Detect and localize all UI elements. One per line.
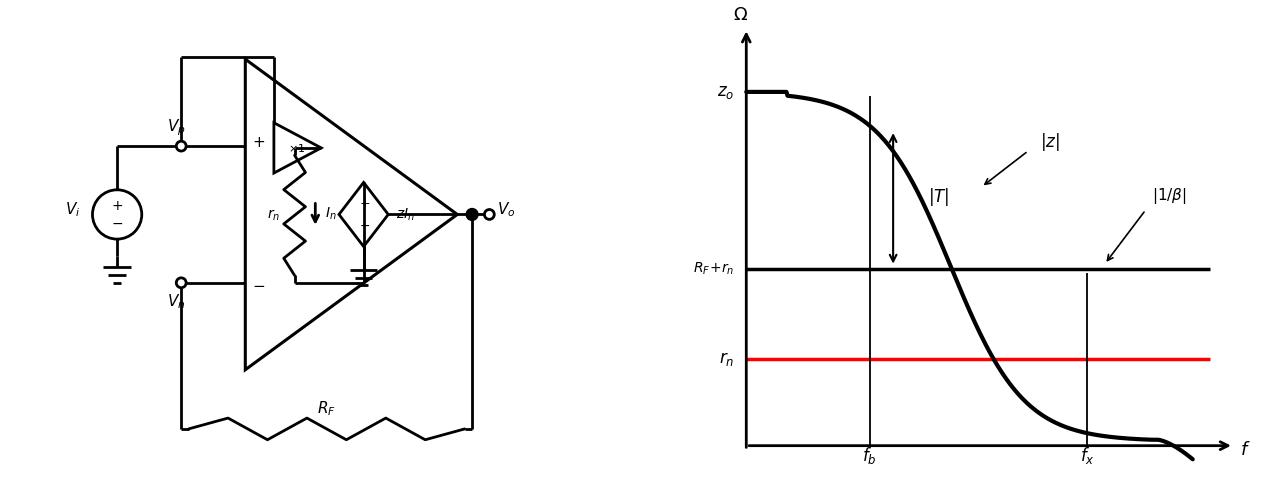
Text: $R_F$: $R_F$ [317, 399, 336, 418]
Text: −: − [111, 217, 123, 231]
Text: $f$: $f$ [1240, 441, 1250, 459]
Text: −: − [253, 279, 266, 294]
Text: +: + [253, 135, 266, 150]
Circle shape [466, 209, 478, 220]
Text: +: + [111, 199, 123, 213]
Text: $\times1$: $\times1$ [289, 142, 305, 154]
Text: +: + [359, 197, 370, 210]
Text: $I_n$: $I_n$ [326, 206, 337, 222]
Text: $zI_n$: $zI_n$ [396, 206, 415, 223]
Text: $|T|$: $|T|$ [928, 186, 950, 208]
Text: $\Omega$: $\Omega$ [733, 6, 748, 24]
Circle shape [484, 210, 494, 219]
Text: $r_n$: $r_n$ [267, 208, 281, 223]
Text: $V_i$: $V_i$ [65, 200, 80, 219]
Text: $z_o$: $z_o$ [718, 83, 734, 101]
Text: $R_F\!+\!r_n$: $R_F\!+\!r_n$ [693, 261, 734, 277]
Circle shape [176, 141, 186, 151]
Text: $r_n$: $r_n$ [719, 351, 734, 368]
Text: $V_o$: $V_o$ [497, 200, 516, 219]
Text: $V_p$: $V_p$ [167, 117, 185, 138]
Text: $V_n$: $V_n$ [167, 292, 185, 311]
Circle shape [176, 278, 186, 288]
Text: $|1/\beta|$: $|1/\beta|$ [1152, 186, 1186, 206]
Text: $|z|$: $|z|$ [1039, 131, 1060, 153]
Text: −: − [359, 220, 370, 233]
Text: $f_x$: $f_x$ [1079, 445, 1094, 466]
Text: $f_b$: $f_b$ [862, 445, 877, 466]
